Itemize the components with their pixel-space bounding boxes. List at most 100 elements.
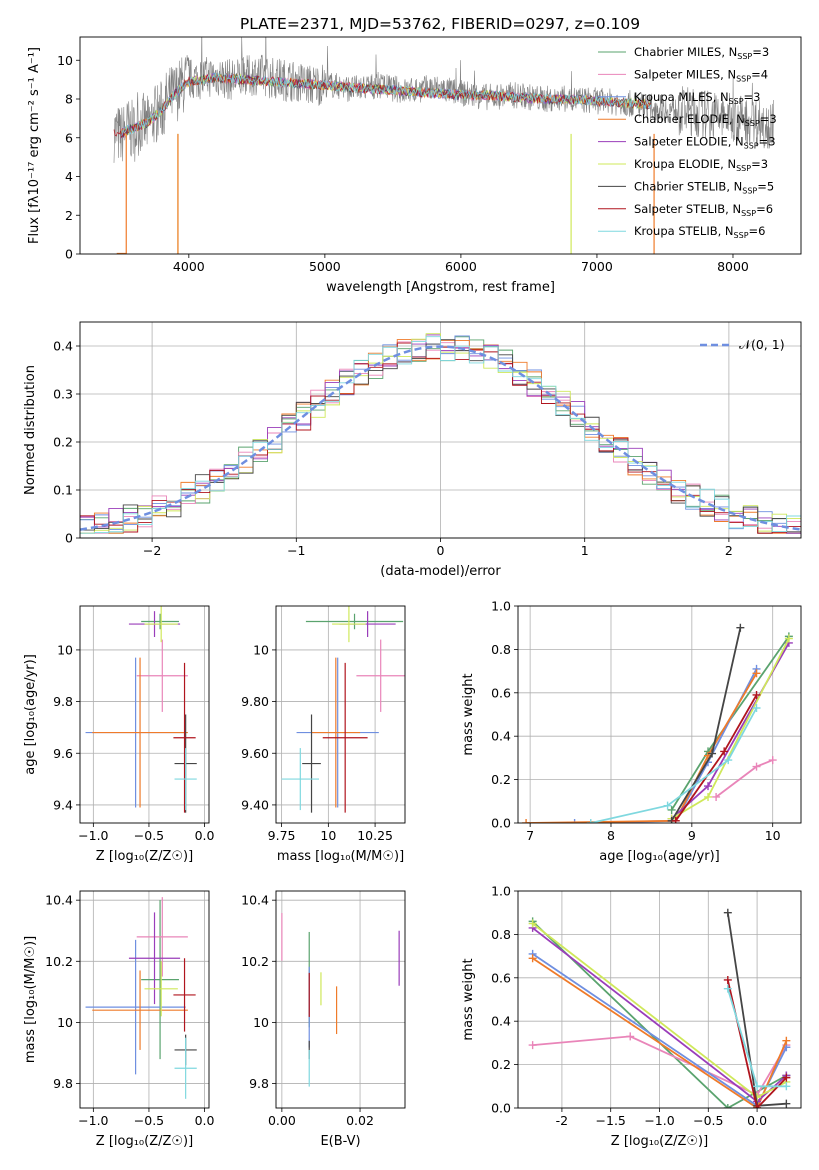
legend-count: =3 xyxy=(752,45,769,59)
legend-entry: Kroupa ELODIE, NSSP=3 xyxy=(634,157,768,173)
x-tick-label: −1.0 xyxy=(644,1113,674,1128)
age_vs_Z-marks xyxy=(85,606,197,813)
model-spectrum-line xyxy=(113,72,651,138)
legend-count: =3 xyxy=(760,112,777,126)
y-axis-label: mass weight xyxy=(461,958,476,1040)
y-tick-label: 1.0 xyxy=(491,884,511,899)
y-tick-label: 6 xyxy=(65,130,73,145)
age_vs_Z-frame xyxy=(79,605,210,824)
y-tick-label: 9.80 xyxy=(241,694,269,709)
legend-subscript: SSP xyxy=(734,231,749,240)
legend-count: =3 xyxy=(744,90,761,104)
x-tick-label: 5000 xyxy=(309,259,341,274)
x-tick-label: −2 xyxy=(143,543,161,558)
legend-model-name: Salpeter MILES, N xyxy=(634,67,736,81)
legend-subscript: SSP xyxy=(736,74,751,83)
weight-line xyxy=(674,694,758,822)
x-tick-label: 10 xyxy=(320,828,336,843)
y-tick-label: 9.8 xyxy=(249,1076,269,1091)
y-tick-label: 0.0 xyxy=(491,1101,511,1116)
y-tick-label: 0.6 xyxy=(491,970,511,985)
x-tick-label: 2 xyxy=(725,543,733,558)
legend-entry: Chabrier STELIB, NSSP=5 xyxy=(634,179,774,195)
weight-marker xyxy=(723,975,732,984)
y-tick-label: 0.0 xyxy=(491,816,511,831)
weight-line xyxy=(670,635,790,811)
mass_vs_Z-marks xyxy=(85,897,197,1099)
spectrum-axes: 4000 5000 6000 7000 8000 0 2 4 6 8 10 wavelength [A… xyxy=(27,47,749,295)
x-tick-label: −1 xyxy=(287,543,305,558)
legend-count: =3 xyxy=(759,135,776,149)
y-tick-label: 9.8 xyxy=(53,694,73,709)
y-tick-label: 0.8 xyxy=(491,927,511,942)
legend-subscript: SSP xyxy=(737,52,752,61)
y-tick-label: 10.2 xyxy=(45,954,73,969)
y-tick-label: 1.0 xyxy=(491,599,511,614)
weight-marker xyxy=(708,749,717,758)
x-axis-label: Z [log₁₀(Z/Z☉)] xyxy=(611,1134,708,1149)
residuals-frame xyxy=(79,321,802,539)
mass_vs_ebv-axes: 0.00 0.02 9.8 10 10.2 10.4 E(B-V) xyxy=(241,891,405,1149)
x-axis-label: age [log₁₀(age/yr)] xyxy=(599,849,720,864)
legend-model-name: Salpeter ELODIE, N xyxy=(634,135,744,149)
x-axis-label: Z [log₁₀(Z/Z☉)] xyxy=(96,849,193,864)
y-tick-label: 10 xyxy=(57,53,73,68)
y-tick-label: 0.6 xyxy=(491,685,511,700)
x-tick-label: 0.00 xyxy=(268,1113,296,1128)
spectrum-frame xyxy=(79,36,802,255)
y-tick-label: 0.2 xyxy=(53,435,73,450)
weight-marker xyxy=(720,747,729,756)
age_vs_mass-frame xyxy=(275,605,406,824)
x-tick-label: 9 xyxy=(688,828,696,843)
y-tick-label: 10 xyxy=(57,642,73,657)
x-tick-label: 10 xyxy=(765,828,781,843)
y-tick-label: 10.2 xyxy=(241,954,269,969)
legend-subscript: SSP xyxy=(744,142,759,151)
x-tick-label: 7000 xyxy=(581,259,613,274)
weight-marker xyxy=(752,703,761,712)
x-tick-label: 8000 xyxy=(717,259,749,274)
x-tick-label: -2 xyxy=(556,1113,568,1128)
y-tick-label: 9.40 xyxy=(241,797,269,812)
legend-entry: Kroupa STELIB, NSSP=6 xyxy=(634,224,765,240)
y-tick-label: 9.60 xyxy=(241,746,269,761)
weight-marker xyxy=(752,690,761,699)
y-tick-label: 10 xyxy=(57,1015,73,1030)
weight_vs_age-marks xyxy=(522,623,793,823)
y-tick-label: 0.4 xyxy=(491,1014,511,1029)
y-axis-label: Normed distribution xyxy=(23,365,38,495)
model-spectrum-line xyxy=(120,73,652,138)
legend-entry: Salpeter STELIB, NSSP=6 xyxy=(634,202,773,218)
legend-model-name: Kroupa STELIB, N xyxy=(634,224,734,238)
legend-entry: Chabrier MILES, NSSP=3 xyxy=(634,45,769,61)
weight_vs_Z-axes: -2 −1.5 −1.0 −0.5 0.0 0.0 0.2 0.4 0.6 0.8 1.0 Z [lo… xyxy=(461,884,801,1149)
x-tick-label: 0.0 xyxy=(747,1113,767,1128)
legend-count: =6 xyxy=(756,202,773,216)
legend-subscript: SSP xyxy=(736,164,751,173)
weight-marker xyxy=(626,1032,635,1041)
x-tick-label: 1 xyxy=(581,543,589,558)
age_vs_mass-marks xyxy=(281,606,405,813)
y-tick-label: 0.3 xyxy=(53,387,73,402)
y-tick-label: 0.1 xyxy=(53,483,73,498)
x-tick-label: 0.0 xyxy=(195,1113,215,1128)
weight-marker xyxy=(586,819,595,823)
y-tick-label: 0 xyxy=(65,247,73,262)
x-tick-label: 4000 xyxy=(173,259,205,274)
age_vs_Z-axes: −1.0 −0.5 0.0 9.4 9.6 9.8 10 Z [log₁₀(Z/Z☉)] age… xyxy=(23,606,215,864)
model-spectrum-line xyxy=(120,72,652,136)
x-tick-label: 6000 xyxy=(445,259,477,274)
legend-entry: Chabrier ELODIE, NSSP=3 xyxy=(634,112,777,128)
weight-marker xyxy=(724,756,733,765)
legend-entry: Kroupa MILES, NSSP=3 xyxy=(634,90,760,106)
weight-marker xyxy=(528,954,537,963)
y-tick-label: 9.8 xyxy=(53,1076,73,1091)
x-tick-label: 0 xyxy=(437,543,445,558)
y-tick-label: 0.4 xyxy=(53,339,73,354)
weight-marker xyxy=(752,762,761,771)
x-axis-label: Z [log₁₀(Z/Z☉)] xyxy=(96,1134,193,1149)
mass_vs_ebv-frame xyxy=(275,890,406,1109)
legend-subscript: SSP xyxy=(741,209,756,218)
weight-marker xyxy=(736,623,745,632)
